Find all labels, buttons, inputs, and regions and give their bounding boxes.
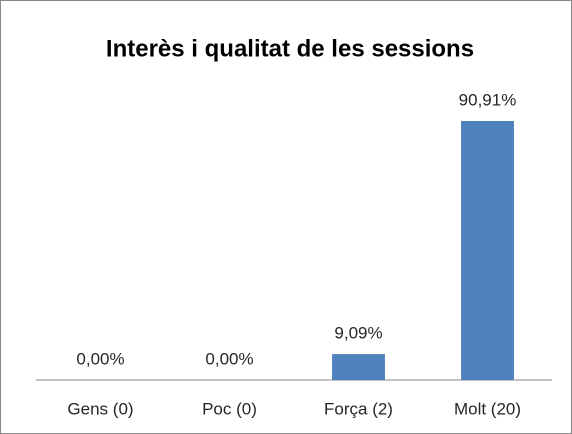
chart-title: Interès i qualitat de les sessions [106,35,474,62]
data-label: 0,00% [76,349,124,368]
bar [332,354,385,380]
bar [461,121,514,380]
data-label: 90,91% [459,90,517,109]
x-tick-label: Gens (0) [67,399,133,418]
x-tick-label: Molt (20) [454,399,521,418]
data-label: 9,09% [334,324,382,343]
data-label: 0,00% [205,349,253,368]
x-tick-label: Força (2) [324,399,393,418]
x-tick-label: Poc (0) [202,399,257,418]
